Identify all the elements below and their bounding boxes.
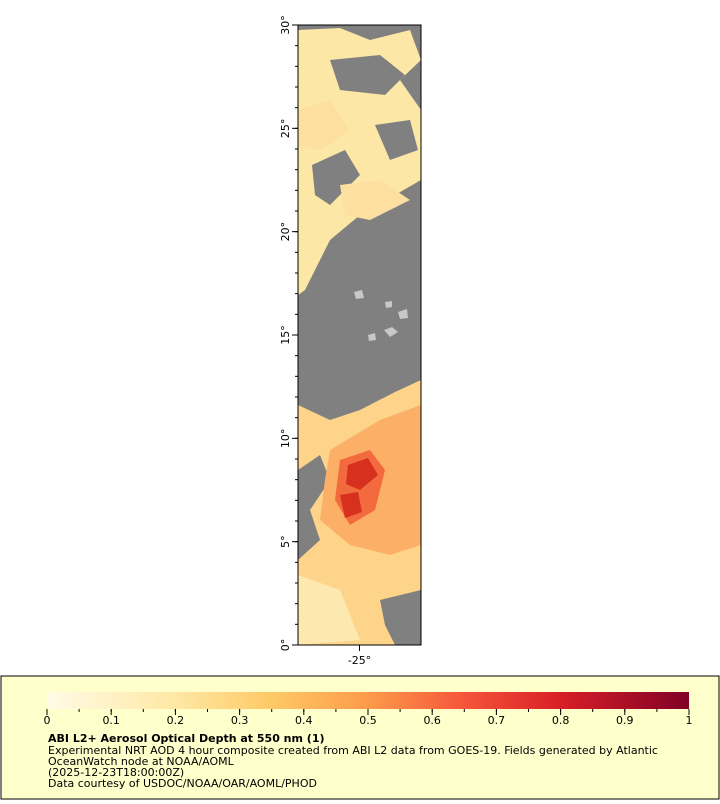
colorbar-tick-label: 0.9 (616, 714, 634, 727)
aod-map (298, 25, 421, 645)
colorbar-tick-label: 0.2 (167, 714, 185, 727)
legend-line: Data courtesy of USDOC/NOAA/OAR/AOML/PHO… (48, 777, 317, 790)
legend-title: ABI L2+ Aerosol Optical Depth at 550 nm … (48, 732, 325, 745)
lat-tick-label: 25° (279, 119, 292, 139)
legend-line: (2025-12-23T18:00:00Z) (48, 766, 184, 779)
colorbar-tick-label: 0.5 (359, 714, 377, 727)
lat-tick-label: 15° (279, 325, 292, 345)
colorbar-tick-label: 0.8 (552, 714, 570, 727)
lat-tick-label: 10° (279, 429, 292, 449)
colorbar-tick-label: 0.3 (231, 714, 249, 727)
lat-tick-label: 30° (279, 15, 292, 35)
lon-tick-label: -25° (348, 654, 371, 667)
lat-tick-label: 5° (279, 535, 292, 548)
lat-tick-label: 0° (279, 639, 292, 652)
legend-line: OceanWatch node at NOAA/AOML (48, 755, 235, 768)
colorbar-tick-label: 0.4 (295, 714, 313, 727)
colorbar-tick-label: 0.6 (423, 714, 441, 727)
colorbar-tick-label: 0 (44, 714, 51, 727)
colorbar-tick-label: 0.1 (102, 714, 120, 727)
colorbar-tick-label: 1 (686, 714, 693, 727)
legend-line: Experimental NRT AOD 4 hour composite cr… (48, 744, 658, 757)
colorbar-tick-label: 0.7 (488, 714, 506, 727)
colorbar (47, 692, 689, 709)
lat-tick-label: 20° (279, 222, 292, 242)
